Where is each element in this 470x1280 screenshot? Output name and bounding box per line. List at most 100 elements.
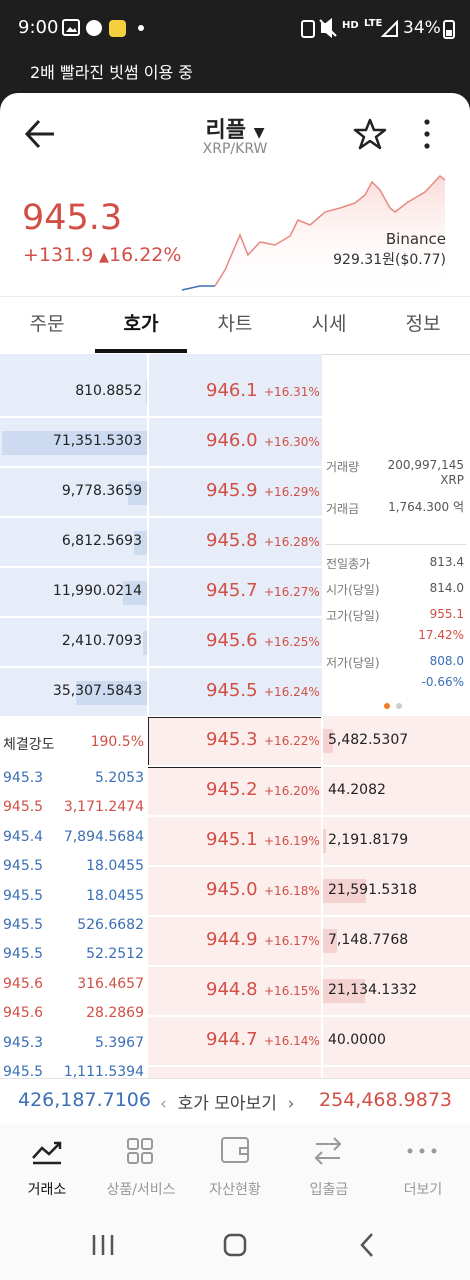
status-quality: HD	[342, 20, 359, 31]
current-price: 945.3	[22, 198, 123, 238]
volume-bar	[123, 581, 148, 605]
bid-price[interactable]: 944.9	[206, 929, 258, 950]
system-nav	[92, 1233, 373, 1257]
ask-volume: 11,990.0214	[52, 583, 142, 599]
trade-volume: 28.2869	[86, 1005, 144, 1022]
bid-price[interactable]: 944.8	[206, 979, 258, 1000]
coin-title[interactable]: 리플 ▼	[205, 118, 265, 143]
ask-rate: +16.30%	[264, 435, 320, 449]
sparkline	[181, 174, 446, 295]
tab[interactable]: 차트	[217, 313, 253, 335]
bid-price[interactable]: 945.2	[206, 779, 258, 800]
bid-volume: 21,134.1332	[328, 982, 418, 998]
row-divider	[0, 416, 322, 418]
bid-volume: 44.2082	[328, 782, 386, 798]
info-sub: -0.66%	[421, 675, 464, 689]
row-divider	[148, 915, 470, 917]
trade-price: 945.3	[3, 770, 44, 786]
info-label: 고가(당일)	[326, 609, 380, 623]
page-dots	[384, 703, 402, 709]
row-divider	[148, 865, 470, 867]
strength-label: 체결강도	[3, 737, 55, 753]
trade-volume: 18.0455	[86, 858, 144, 875]
bid-rate: +16.22%	[264, 734, 320, 748]
trade-volume: 5.3967	[95, 1034, 144, 1051]
ask-price[interactable]: 945.7	[206, 580, 258, 601]
nav-icons	[32, 1137, 437, 1165]
bid-rate: +16.18%	[264, 884, 320, 898]
trade-price: 945.6	[3, 975, 44, 992]
bid-price[interactable]: 945.3	[206, 729, 258, 750]
trade-price: 945.5	[3, 887, 44, 904]
trade-price: 945.5	[3, 1064, 44, 1080]
status-icons	[62, 19, 144, 37]
bid-price[interactable]: 945.0	[206, 879, 258, 900]
trade-price: 945.4	[3, 828, 44, 845]
favorite-button[interactable]	[353, 117, 387, 151]
book-group-button[interactable]: ‹ 호가 모아보기 ›	[160, 1094, 295, 1114]
trade-volume: 526.6682	[77, 917, 144, 933]
ask-price[interactable]: 945.5	[206, 680, 258, 701]
ask-price[interactable]: 945.9	[206, 480, 258, 501]
coin-name: 리플	[205, 118, 247, 143]
volume-bar	[143, 631, 148, 655]
status-network: LTE	[364, 18, 383, 29]
status-battery: 34%	[403, 18, 441, 38]
exchange-price: 929.31원($0.77)	[333, 252, 446, 268]
info-label: 거래량	[326, 460, 360, 474]
column-divider	[147, 354, 149, 716]
tab[interactable]: 주문	[29, 313, 65, 335]
bid-rate: +16.19%	[264, 834, 320, 848]
bid-volume: 2,191.8179	[328, 832, 409, 848]
ask-price[interactable]: 946.1	[206, 380, 258, 401]
info-label: 전일종가	[326, 557, 371, 571]
trade-volume: 7,894.5684	[63, 828, 144, 845]
trade-volume: 5.2053	[95, 770, 144, 786]
tab[interactable]: 정보	[405, 313, 441, 335]
menu-button[interactable]	[420, 118, 434, 150]
nav-item[interactable]: 거래소	[27, 1182, 67, 1198]
info-label: 거래금	[326, 502, 360, 516]
tab[interactable]: 시세	[311, 313, 347, 335]
coin-pair: XRP/KRW	[202, 141, 268, 157]
info-value: 955.1	[429, 607, 464, 621]
ask-rate: +16.27%	[264, 585, 320, 599]
volume-bar	[322, 979, 366, 1003]
bid-price[interactable]: 944.7	[206, 1029, 258, 1050]
ask-price[interactable]: 946.0	[206, 430, 258, 451]
nav-item[interactable]: 자산현황	[209, 1182, 261, 1198]
trade-price: 945.6	[3, 1005, 44, 1022]
ask-rate: +16.31%	[264, 385, 320, 399]
volume-bar	[75, 681, 148, 705]
ask-area	[0, 354, 322, 716]
bid-rate: +16.20%	[264, 784, 320, 798]
trade-price: 945.5	[3, 799, 44, 816]
tab-indicator	[95, 349, 187, 353]
row-divider	[148, 1065, 470, 1067]
bid-price[interactable]: 945.1	[206, 829, 258, 850]
trade-volume: 1,111.5394	[63, 1064, 144, 1080]
volume-bar	[322, 829, 327, 853]
promo-banner[interactable]: 2배 빨라진 빗썸 이용 중	[30, 63, 194, 82]
row-divider	[0, 466, 322, 468]
trade-price: 945.5	[3, 858, 44, 875]
trade-volume: 3,171.2474	[63, 799, 144, 816]
bid-rate: +16.17%	[264, 934, 320, 948]
price-change-rate: ▲16.22%	[99, 244, 182, 266]
info-value: 200,997,145 XRP	[387, 458, 464, 487]
nav-item[interactable]: 더보기	[403, 1182, 443, 1198]
back-button[interactable]	[24, 118, 58, 150]
bid-volume: 7,148.7768	[328, 932, 409, 948]
nav-item[interactable]: 상품/서비스	[106, 1182, 176, 1198]
exchange-name: Binance	[385, 230, 446, 248]
row-divider	[148, 1015, 470, 1017]
nav-item[interactable]: 입출금	[309, 1182, 349, 1198]
ask-price[interactable]: 945.6	[206, 630, 258, 651]
price-change: +131.9	[23, 244, 94, 266]
trade-volume: 52.2512	[86, 946, 144, 963]
trade-price: 945.5	[3, 946, 44, 963]
ask-volume: 71,351.5303	[52, 433, 142, 449]
tab[interactable]: 호가	[123, 313, 159, 335]
ask-price[interactable]: 945.8	[206, 530, 258, 551]
